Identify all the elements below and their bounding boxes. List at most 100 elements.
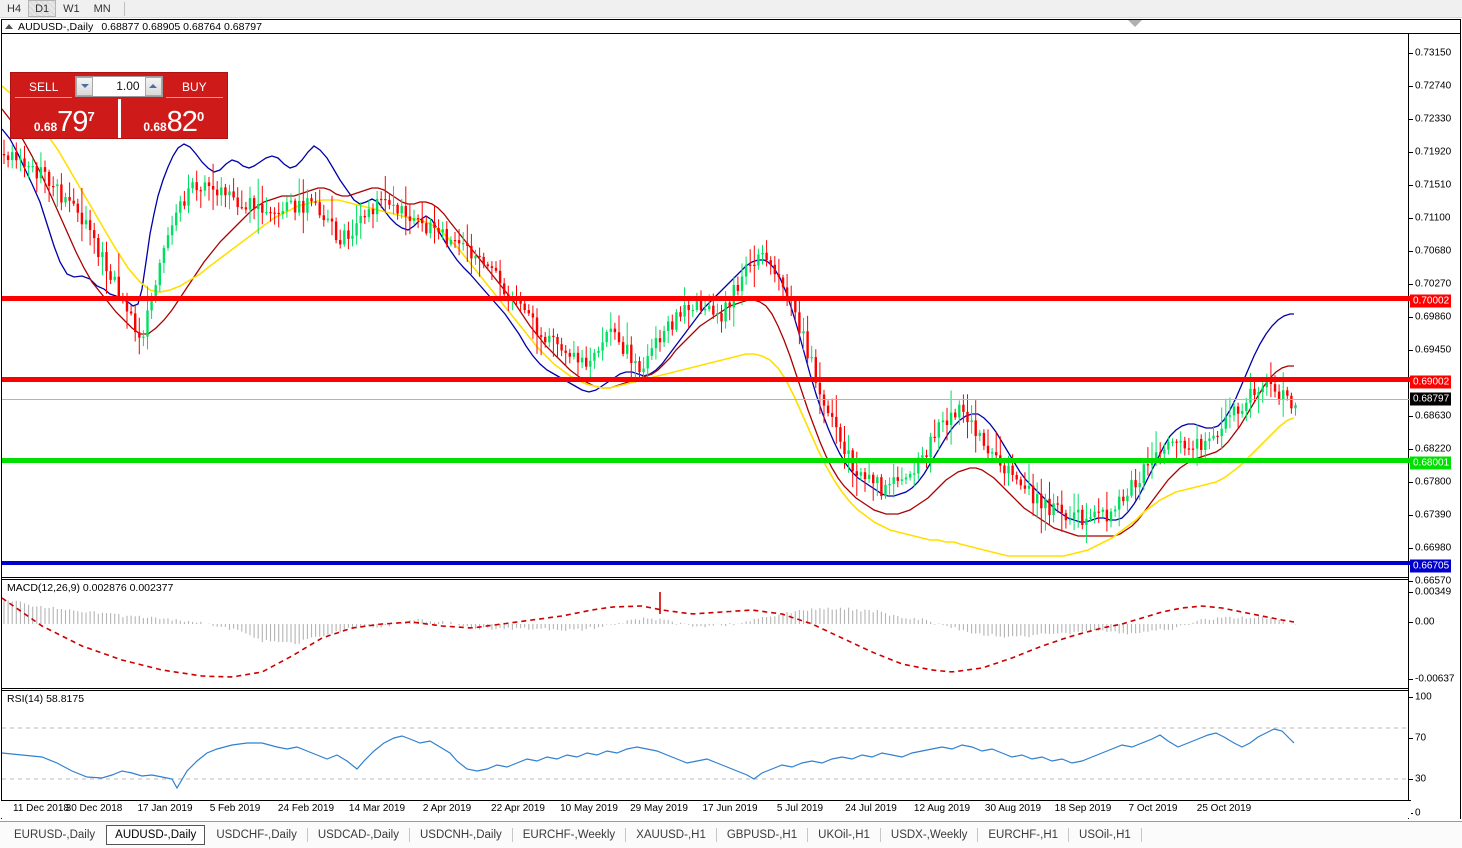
time-scale-label: 12 Aug 2019 [913, 803, 971, 814]
symbol-tab-eurchf[interactable]: EURCHF-,Weekly [522, 829, 616, 841]
symbol-tab-usoil[interactable]: USOil-,H1 [1079, 829, 1131, 841]
tab-divider [1068, 828, 1070, 842]
symbol-tab-eurchf[interactable]: EURCHF-,H1 [988, 829, 1059, 841]
rsi-scale-tick-label: 30 [1415, 773, 1427, 785]
price-cell-divider [117, 99, 121, 138]
buy-button[interactable]: BUY [165, 77, 223, 98]
buy-price[interactable]: 0.68 82 0 [121, 99, 228, 138]
one-click-trading-panel[interactable]: SELL 1.00 BUY 0.68 79 7 [10, 72, 228, 139]
price-tick-mark [1409, 738, 1413, 739]
price-scale-tick-label: 0.72330 [1415, 113, 1452, 125]
price-scale-tick-label: 0.73150 [1415, 47, 1452, 59]
timeframe-d1[interactable]: D1 [28, 0, 57, 17]
price-badge-0_68001[interactable]: 0.68001 [1410, 456, 1452, 470]
time-scale[interactable]: 11 Dec 2018 30 Dec 2018 17 Jan 2019 5 Feb 2… [1, 800, 1411, 818]
tab-divider [879, 828, 881, 842]
time-scale-label: 25 Oct 2019 [1196, 803, 1252, 814]
sell-price[interactable]: 0.68 79 7 [11, 99, 118, 138]
rsi-pane[interactable]: RSI(14) 58.8175 [2, 690, 1410, 819]
chart-ohlc-values: 0.68877 0.68905 0.68764 0.68797 [101, 20, 262, 33]
level-line-resistance-0_69002[interactable] [2, 377, 1410, 382]
time-scale-label: 29 May 2019 [630, 803, 688, 814]
chevron-down-icon [80, 84, 89, 88]
macd-pane[interactable]: MACD(12,26,9) 0.002876 0.002377 [2, 579, 1410, 689]
level-line-resistance-0_70002[interactable] [2, 296, 1410, 301]
price-pane[interactable]: SELL 1.00 BUY 0.68 79 7 [2, 34, 1410, 578]
restore-triangle-icon[interactable] [5, 24, 13, 29]
volume-input[interactable]: 1.00 [116, 79, 140, 93]
chart-titlebar: AUDUSD-,Daily 0.68877 0.68905 0.68764 0.… [2, 20, 1460, 34]
time-scale-label: 24 Jul 2019 [845, 803, 897, 814]
symbol-tab-eurusd[interactable]: EURUSD-,Daily [14, 829, 96, 841]
tab-divider [715, 828, 717, 842]
symbol-tab-gbpusd[interactable]: GBPUSD-,H1 [726, 829, 798, 841]
price-tick-mark [1409, 581, 1413, 582]
symbol-tab-usdchf[interactable]: USDCHF-,Daily [216, 829, 297, 841]
time-scale-label: 30 Aug 2019 [984, 803, 1042, 814]
price-scale-tick-label: 0.72740 [1415, 80, 1452, 92]
sell-price-fraction: 7 [87, 109, 95, 124]
symbol-tab-usdx[interactable]: USDX-,Weekly [890, 829, 968, 841]
tab-divider [625, 828, 627, 842]
timeframe-mn[interactable]: MN [93, 3, 111, 15]
tab-divider [807, 828, 809, 842]
scroll-down-triangle-icon[interactable] [1128, 20, 1142, 27]
price-scale-tick-label: 0.70270 [1415, 278, 1452, 290]
price-scale-tick-label: 0.71100 [1415, 212, 1451, 224]
sell-button[interactable]: SELL [15, 77, 73, 98]
tab-divider [511, 828, 513, 842]
timeframe-w1[interactable]: W1 [63, 3, 80, 15]
price-tick-mark [1409, 482, 1413, 483]
macd-scale-tick-label: 0.00349 [1415, 586, 1452, 598]
price-tick-mark [1409, 416, 1413, 417]
symbol-tab-ukoil[interactable]: UKOil-,H1 [818, 829, 870, 841]
symbol-tab-usdcad[interactable]: USDCAD-,Daily [317, 829, 399, 841]
price-scale-tick-label: 0.69450 [1415, 344, 1452, 356]
sell-price-prefix: 0.68 [33, 120, 58, 134]
symbol-tab-xauusd[interactable]: XAUUSD-,H1 [636, 829, 706, 841]
price-scale-tick-label: 0.71920 [1415, 146, 1452, 158]
ma-yellow-line [2, 85, 1295, 557]
price-tick-mark [1409, 679, 1413, 680]
deal-panel-prices: 0.68 79 7 0.68 82 0 [11, 99, 227, 138]
time-scale-label: 11 Dec 2018 [13, 803, 69, 814]
chevron-up-icon [149, 84, 158, 88]
rsi-line [2, 728, 1295, 790]
price-scale-tick-label: 0.66980 [1415, 542, 1452, 554]
time-scale-label: 17 Jan 2019 [137, 803, 193, 814]
price-scale[interactable]: 0.73150 0.72740 0.72330 0.71920 0.71510 0.711… [1408, 34, 1460, 819]
time-scale-label: 22 Apr 2019 [491, 803, 545, 814]
chart-window: AUDUSD-,Daily 0.68877 0.68905 0.68764 0.… [1, 19, 1461, 819]
price-tick-mark [1409, 218, 1413, 219]
timeframe-h4[interactable]: H4 [7, 3, 22, 15]
price-tick-mark [1409, 317, 1413, 318]
volume-decrease-button[interactable] [76, 76, 94, 96]
price-tick-mark [1409, 53, 1413, 54]
price-tick-mark [1409, 185, 1413, 186]
level-line-support-0_68001[interactable] [2, 458, 1410, 463]
tab-divider [1140, 828, 1142, 842]
volume-stepper[interactable]: 1.00 [75, 75, 163, 97]
price-badge-0_69002[interactable]: 0.69002 [1410, 375, 1452, 389]
tab-divider [977, 828, 979, 842]
rsi-label: RSI(14) 58.8175 [6, 693, 86, 705]
symbol-tab-audusd[interactable]: AUDUSD-,Daily [106, 825, 206, 845]
price-badge-0_68797[interactable]: 0.68797 [1410, 392, 1452, 406]
level-line-support-0_66705[interactable] [2, 561, 1410, 565]
time-scale-label: 18 Sep 2019 [1054, 803, 1112, 814]
time-scale-label: 10 May 2019 [560, 803, 618, 814]
price-badge-0_70002[interactable]: 0.70002 [1410, 294, 1452, 308]
macd-label: MACD(12,26,9) 0.002876 0.002377 [6, 582, 175, 594]
time-scale-label: 30 Dec 2018 [65, 803, 123, 814]
toolbar-divider [123, 1, 125, 16]
symbol-tab-usdcnh[interactable]: USDCNH-,Daily [419, 829, 502, 841]
buy-price-big: 82 [166, 106, 198, 138]
price-tick-mark [1409, 284, 1413, 285]
price-scale-tick-label: 0.67800 [1415, 476, 1452, 488]
price-tick-mark [1409, 251, 1413, 252]
time-scale-label: 5 Jul 2019 [776, 803, 824, 814]
volume-increase-button[interactable] [144, 76, 162, 96]
time-scale-label: 24 Feb 2019 [277, 803, 335, 814]
price-badge-0_66705[interactable]: 0.66705 [1410, 559, 1452, 573]
